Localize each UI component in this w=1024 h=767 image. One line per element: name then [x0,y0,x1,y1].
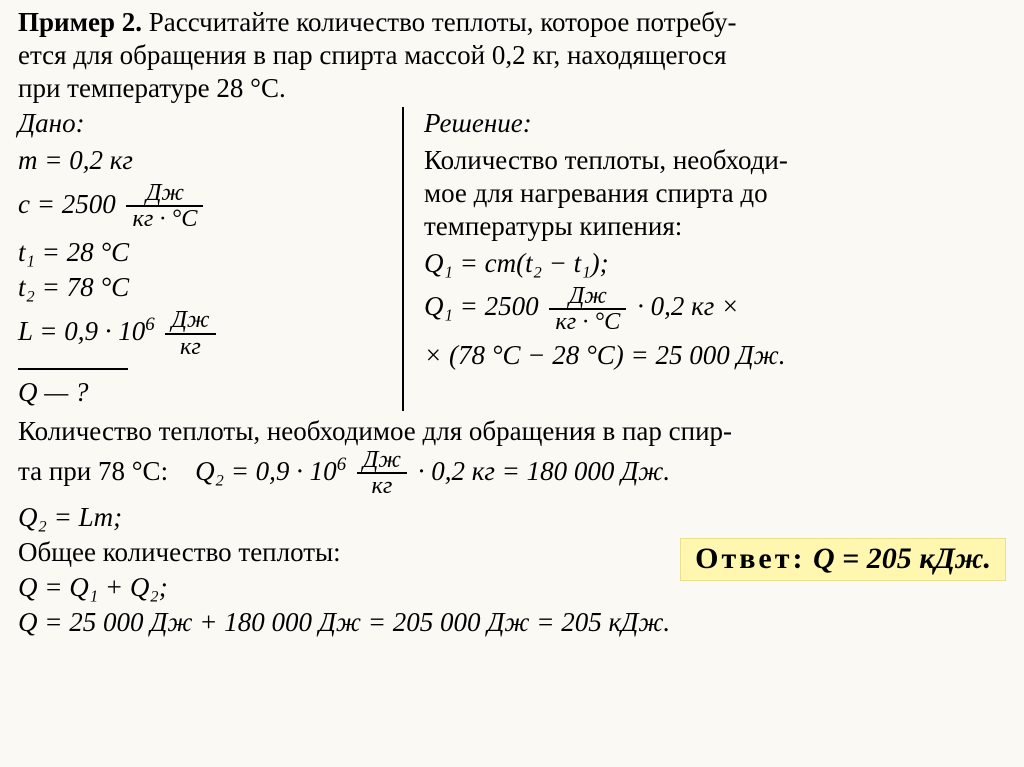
answer-label: Ответ: [695,542,805,575]
solution-label: Решение: [424,107,1006,140]
given-m: m = 0,2 кг [18,145,133,175]
given-t1: t₁ = 28 °С [18,237,129,267]
q2-intro1: Количество теплоты, необходимое для обра… [18,416,732,446]
given-L-unit: Дж кг [165,308,215,360]
given-divider [18,368,128,370]
given-block: Дано: m = 0,2 кг c = 2500 Дж кг · °С t₁ … [18,107,404,411]
q2-calc-b: · 0,2 кг = 180 000 Дж. [418,456,670,486]
sol-intro3: температуры кипения: [424,211,682,241]
q1-calc-b: · 0,2 кг × [637,291,739,321]
given-c-lhs: c = 2500 [18,189,116,219]
given-L-exp: 6 [145,314,154,335]
q1-calc-a: Q₁ = 2500 [424,291,539,321]
given-c-unit: Дж кг · °С [126,181,203,233]
q2-intro2: та при 78 °С: [18,456,168,486]
q-total-formula: Q = Q₁ + Q₂; [18,572,168,602]
example-label: Пример 2. [18,7,142,37]
problem-statement: Пример 2. Рассчитайте количество теплоты… [18,6,1006,105]
solution-continued: Количество теплоты, необходимое для обра… [18,415,1006,639]
given-L-lhs: L = 0,9 · 10 [18,316,145,346]
q1-calc-c: × (78 °С − 28 °С) = 25 000 Дж. [424,340,786,370]
solution-block: Решение: Количество теплоты, необходи- м… [404,107,1006,411]
given-Q: Q — ? [18,377,89,407]
given-label: Дано: [18,107,388,140]
q2-calc-a: Q₂ = 0,9 · 10 [195,456,337,486]
sol-intro2: мое для нагревания спирта до [424,178,768,208]
answer-box: Ответ: Q = 205 кДж. [680,538,1006,581]
q1-formula: Q₁ = cm(t₂ − t₁); [424,248,609,278]
q2-formula: Q₂ = Lm; [18,502,122,532]
sol-intro1: Количество теплоты, необходи- [424,145,788,175]
answer-value: Q = 205 кДж. [805,542,991,575]
q2-exp: 6 [337,454,346,475]
q1-unit: Дж кг · °С [549,284,626,336]
q-total-calc: Q = 25 000 Дж + 180 000 Дж = 205 000 Дж … [18,607,670,637]
q2-unit: Дж кг [357,448,407,500]
problem-line2: ется для обращения в пар спирта массой 0… [18,40,727,70]
total-label: Общее количество теплоты: [18,537,341,567]
problem-line1: Рассчитайте количество теплоты, которое … [149,7,737,37]
problem-line3: при температуре 28 °С. [18,73,286,103]
given-t2: t₂ = 78 °С [18,272,129,302]
